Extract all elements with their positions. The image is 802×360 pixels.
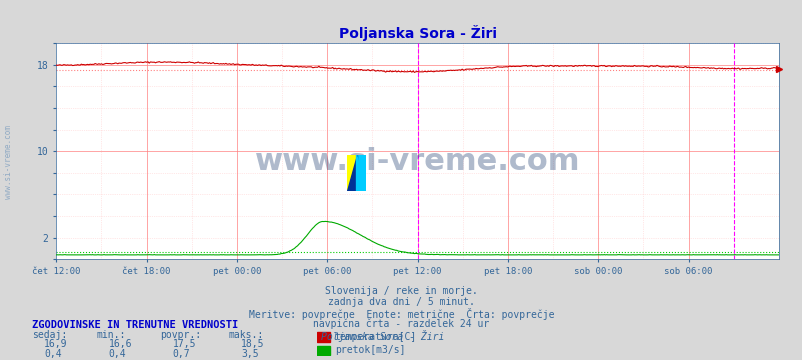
Text: 16,6: 16,6 — [108, 339, 132, 349]
Bar — [317, 346, 330, 355]
Text: 16,9: 16,9 — [44, 339, 67, 349]
Text: temperatura[C]: temperatura[C] — [334, 332, 416, 342]
Text: zadnja dva dni / 5 minut.: zadnja dva dni / 5 minut. — [328, 297, 474, 307]
Polygon shape — [356, 155, 366, 191]
Text: www.si-vreme.com: www.si-vreme.com — [254, 148, 580, 176]
Text: www.si-vreme.com: www.si-vreme.com — [4, 125, 13, 199]
Text: 17,5: 17,5 — [172, 339, 196, 349]
Text: 3,5: 3,5 — [241, 349, 258, 359]
Text: povpr.:: povpr.: — [160, 330, 201, 341]
Text: 0,7: 0,7 — [172, 349, 190, 359]
Text: sedaj:: sedaj: — [32, 330, 67, 341]
Text: pretok[m3/s]: pretok[m3/s] — [334, 346, 405, 355]
Text: min.:: min.: — [96, 330, 126, 341]
Title: Poljanska Sora - Žiri: Poljanska Sora - Žiri — [338, 24, 496, 41]
Text: 0,4: 0,4 — [44, 349, 62, 359]
Text: 18,5: 18,5 — [241, 339, 264, 349]
Text: Poljanska Sora - Žiri: Poljanska Sora - Žiri — [321, 330, 444, 342]
Text: navpična črta - razdelek 24 ur: navpična črta - razdelek 24 ur — [313, 319, 489, 329]
Text: 0,4: 0,4 — [108, 349, 126, 359]
Text: Meritve: povprečne  Enote: metrične  Črta: povprečje: Meritve: povprečne Enote: metrične Črta:… — [249, 308, 553, 320]
Bar — [346, 155, 356, 191]
Polygon shape — [346, 155, 356, 191]
Text: maks.:: maks.: — [229, 330, 264, 341]
Bar — [356, 155, 366, 191]
Text: ZGODOVINSKE IN TRENUTNE VREDNOSTI: ZGODOVINSKE IN TRENUTNE VREDNOSTI — [32, 320, 238, 330]
Text: Slovenija / reke in morje.: Slovenija / reke in morje. — [325, 286, 477, 296]
Bar — [317, 332, 330, 342]
